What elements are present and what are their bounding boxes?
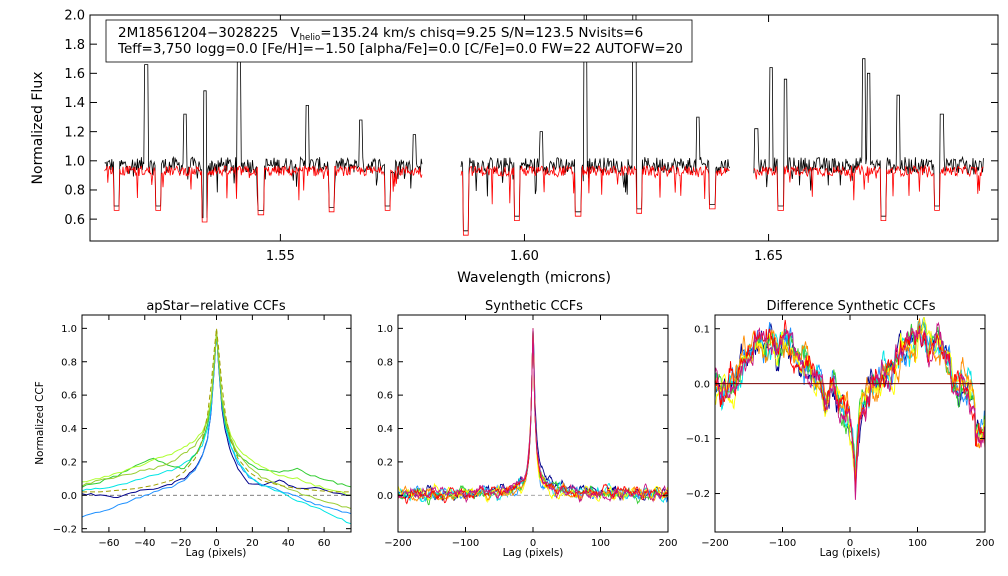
- annotation-star-id: 2M18561204−3028225: [118, 25, 278, 41]
- spectrum-synthetic-chip-3: [753, 164, 984, 222]
- synthetic-ccf-visit-2: [397, 328, 669, 503]
- difference-ccf-ytick-label: −0.2: [686, 489, 710, 500]
- annotation-v-subscript: helio: [300, 33, 321, 43]
- difference-ccf-xtick-label: 0: [847, 538, 853, 549]
- spectrum-xtick-label: 1.55: [266, 249, 295, 264]
- apstar-ccf-visit-4: [81, 329, 352, 488]
- apstar-ccf-ytick-label: 0.6: [61, 391, 77, 402]
- apstar-ccf-visit-6: [81, 329, 352, 510]
- apstar-ccf-panel: apStar−relative CCFs −60 −40 −20 0 20 40 60 −0.…: [34, 299, 352, 559]
- difference-ccf-visit-5: [714, 317, 986, 493]
- apstar-ccf-ytick-label: 0.8: [61, 357, 77, 368]
- apstar-ccf-xtick-label: −20: [170, 538, 191, 549]
- apstar-ccf-series-group: [81, 328, 352, 525]
- apstar-ccf-ytick-label: 1.0: [61, 324, 77, 335]
- apstar-ccf-visit-5: [81, 329, 352, 496]
- spectrum-observed-chip-1: [104, 61, 423, 219]
- synthetic-ccf-ytick-label: 1.0: [377, 324, 393, 335]
- apstar-ccf-visit-3: [81, 329, 352, 525]
- synthetic-ccf-panel: Synthetic CCFs −200 −100 0 100 200 0.0 0.2 0.4 0…: [377, 299, 677, 559]
- spectrum-plot-frame: [89, 14, 999, 242]
- difference-ccf-series-group: [714, 317, 986, 500]
- apstar-ccf-xtick-label: 20: [246, 538, 259, 549]
- synthetic-ccf-xtick-label: 0: [530, 538, 536, 549]
- difference-ccf-ytick-label: 0.1: [694, 324, 710, 335]
- difference-ccf-xlabel: Lag (pixels): [820, 547, 881, 559]
- spectrum-ytick-label: 1.6: [64, 67, 85, 82]
- spectrum-ytick-label: 0.8: [64, 184, 85, 199]
- synthetic-ccf-xtick-label: 100: [591, 538, 610, 549]
- apstar-ccf-plot-frame: [81, 314, 352, 533]
- apstar-ccf-xtick-label: −40: [134, 538, 155, 549]
- synthetic-ccf-visit-3: [397, 328, 669, 504]
- synthetic-ccf-visit-4: [397, 328, 669, 506]
- synthetic-ccf-ytick-label: 0.2: [377, 457, 393, 468]
- apstar-ccf-template: [82, 328, 351, 493]
- apstar-ccf-title: apStar−relative CCFs: [146, 299, 286, 314]
- spectrum-panel: 1.55 1.60 1.65 0.6 0.8 1.0 1.2 1.4 1.6 1.8 2.0 2M1…: [30, 9, 999, 286]
- spectrum-observed-chip-3: [753, 58, 984, 217]
- apstar-ccf-ytick-label: 0.2: [61, 457, 77, 468]
- difference-ccf-ticks: −200 −100 0 100 200 −0.2 −0.1 0.0 0.1: [686, 315, 995, 549]
- spectrum-ytick-label: 0.6: [64, 213, 85, 228]
- difference-ccf-xtick-label: −100: [769, 538, 796, 549]
- difference-ccf-ytick-label: 0.0: [694, 379, 710, 390]
- synthetic-ccf-visit-8: [397, 328, 669, 504]
- synthetic-ccf-visit-5: [397, 328, 669, 504]
- apstar-ccf-ytick-label: 0.0: [61, 491, 77, 502]
- synthetic-ccf-ytick-label: 0.0: [377, 491, 393, 502]
- spectrum-ytick-label: 1.8: [64, 38, 85, 53]
- synthetic-ccf-visit-7: [397, 328, 669, 505]
- apstar-ccf-ticks: −60 −40 −20 0 20 40 60 −0.2 0.0 0.2 0.4 0.6 0.8 1.0: [53, 315, 351, 549]
- spectrum-xtick-label: 1.65: [754, 249, 783, 264]
- annotation-v-rest: =135.24 km/s chisq=9.25 S/N=123.5 Nvisit…: [320, 25, 643, 41]
- apstar-ccf-ytick-label: 0.4: [61, 424, 77, 435]
- synthetic-ccf-visit-6: [397, 328, 669, 502]
- synthetic-ccf-xlabel: Lag (pixels): [503, 547, 564, 559]
- spectrum-ytick-label: 1.0: [64, 154, 85, 169]
- difference-ccf-ytick-label: −0.1: [686, 434, 710, 445]
- spectrum-xlabel: Wavelength (microns): [457, 270, 611, 286]
- apstar-ccf-xlabel: Lag (pixels): [186, 547, 247, 559]
- annotation-v-symbol: V: [290, 25, 300, 41]
- apstar-ccf-xtick-label: 0: [213, 538, 219, 549]
- synthetic-ccf-ytick-label: 0.4: [377, 424, 393, 435]
- apstar-ccf-ylabel: Normalized CCF: [34, 381, 46, 465]
- spectrum-xtick-label: 1.60: [510, 249, 539, 264]
- difference-ccf-xtick-label: 200: [975, 538, 994, 549]
- spectrum-synthetic-chip-1: [104, 165, 423, 223]
- spectrum-ytick-label: 1.4: [64, 96, 85, 111]
- spectrum-synthetic-chip-2: [460, 164, 730, 236]
- difference-ccf-title: Difference Synthetic CCFs: [766, 299, 935, 314]
- apstar-ccf-ytick-label: −0.2: [53, 524, 77, 535]
- apstar-ccf-xtick-label: 40: [282, 538, 295, 549]
- difference-ccf-xtick-label: 100: [908, 538, 927, 549]
- spectrum-ytick-label: 2.0: [64, 9, 85, 24]
- spectrum-annotation-line1: 2M18561204−3028225 Vhelio=135.24 km/s chi…: [118, 25, 643, 43]
- apstar-ccf-xtick-label: −60: [98, 538, 119, 549]
- synthetic-ccf-ytick-label: 0.8: [377, 357, 393, 368]
- spectrum-series-group: [104, 15, 984, 236]
- difference-ccf-xtick-label: −200: [701, 538, 728, 549]
- synthetic-ccf-ticks: −200 −100 0 100 200 0.0 0.2 0.4 0.6 0.8 1.0: [377, 315, 678, 549]
- apstar-ccf-visit-2: [81, 329, 352, 518]
- synthetic-ccf-xtick-label: −200: [384, 538, 411, 549]
- synthetic-ccf-ytick-label: 0.6: [377, 391, 393, 402]
- apstar-ccf-xtick-label: 60: [318, 538, 331, 549]
- spectrum-annotation-box: [105, 19, 693, 63]
- spectrum-annotation-line2: Teff=3,750 logg=0.0 [Fe/H]=−1.50 [alpha/…: [117, 41, 683, 57]
- synthetic-ccf-series-group: [397, 328, 669, 506]
- spectrum-ticks: 1.55 1.60 1.65 0.6 0.8 1.0 1.2 1.4 1.6 1.8 2.0: [64, 9, 998, 264]
- difference-ccf-visit-8: [714, 321, 986, 500]
- synthetic-ccf-visit-1: [397, 328, 669, 503]
- synthetic-ccf-xtick-label: 200: [658, 538, 677, 549]
- synthetic-ccf-xtick-label: −100: [452, 538, 479, 549]
- spectrum-ytick-label: 1.2: [64, 125, 85, 140]
- synthetic-ccf-title: Synthetic CCFs: [485, 299, 583, 314]
- spectrum-ylabel: Normalized Flux: [30, 72, 46, 185]
- difference-ccf-panel: Difference Synthetic CCFs −200 −100 0 100 20…: [686, 299, 995, 559]
